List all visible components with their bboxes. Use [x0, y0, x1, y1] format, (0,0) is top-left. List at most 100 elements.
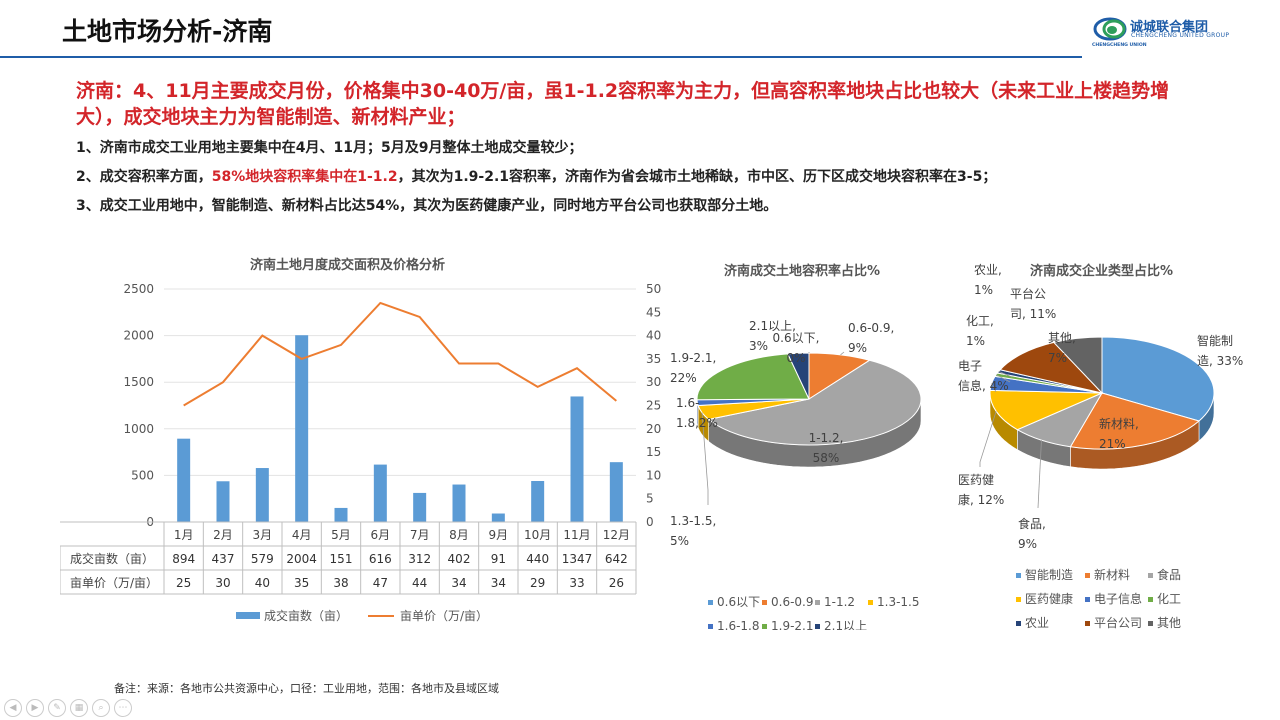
data-label: 2.1以上, 3%	[749, 319, 796, 353]
point-3: 3、成交工业用地中，智能制造、新材料占比达54%，其次为医药健康产业，同时地方平…	[76, 198, 778, 214]
data-label-line: 21%	[1099, 437, 1126, 451]
data-label-line: 化工,	[966, 314, 994, 328]
data-label-line: 司, 11%	[1010, 307, 1056, 321]
zoom-icon[interactable]: ⌕	[92, 699, 110, 717]
data-label: 1.9-2.1, 22%	[670, 351, 716, 385]
bar	[531, 480, 545, 522]
legend-label: 食品	[1157, 567, 1181, 582]
legend-swatch	[1085, 621, 1090, 626]
logo-subtitle: CHENGCHENG UNITED GROUP	[1131, 32, 1230, 39]
price-line	[183, 301, 617, 407]
source-note: 备注：来源：各地市公共资源中心，口径：工业用地，范围：各地市及县域区域	[114, 682, 499, 695]
right-tick-label: 0	[646, 515, 654, 529]
data-label: 1.3-1.5, 5%	[670, 514, 716, 548]
table-cell: 437	[212, 552, 235, 566]
data-label-line: 9%	[848, 341, 867, 355]
point-2-text-b: ，其次为1.9-2.1容积率，济南作为省会城市土地稀缺，市中区、历下区成交地块容…	[397, 169, 997, 185]
point-1: 1、济南市成交工业用地主要集中在4月、11月；5月及9月整体土地成交量较少；	[76, 140, 583, 156]
title-divider	[0, 56, 1082, 58]
right-tick-label: 50	[646, 282, 661, 296]
pie-slice	[989, 389, 1103, 431]
table-cell: 33	[569, 576, 584, 590]
page-title: 土地市场分析-济南	[62, 17, 273, 46]
legend-swatch	[708, 624, 713, 629]
table-cell: 26	[609, 576, 624, 590]
category-label: 4月	[292, 528, 312, 542]
table-cell: 440	[526, 552, 549, 566]
legend-label: 智能制造	[1025, 567, 1073, 582]
row-header: 亩单价（万/亩）	[70, 575, 158, 590]
data-label-line: 1.3-1.5,	[670, 514, 716, 528]
legend-label: 平台公司	[1094, 615, 1142, 630]
right-tick-label: 30	[646, 375, 661, 389]
leader-line	[998, 370, 1013, 378]
table-cell: 402	[448, 552, 471, 566]
data-label: 农业, 1%	[974, 263, 1002, 297]
headline: 济南：4、11月主要成交月份，价格集中30-40万/亩，虽1-1.2容积率为主力…	[76, 80, 1170, 128]
pie-slice	[999, 341, 1104, 394]
legend-label: 1.6-1.8	[717, 619, 760, 630]
legend-swatch	[1016, 597, 1021, 602]
bar	[295, 335, 309, 522]
data-label-line: 1.8,2%	[676, 416, 718, 430]
next-slide-icon[interactable]: ▶	[26, 699, 44, 717]
data-label: 化工, 1%	[966, 314, 994, 348]
table-cell: 40	[255, 576, 270, 590]
prev-slide-icon[interactable]: ◀	[4, 699, 22, 717]
legend-label: 2.1以上	[824, 619, 867, 630]
bar	[177, 438, 191, 522]
table-cell: 151	[330, 552, 353, 566]
data-label-line: 1.6-	[676, 396, 699, 410]
table-cell: 2004	[286, 552, 317, 566]
table-cell: 34	[451, 576, 466, 590]
legend-swatch	[815, 624, 820, 629]
legend-swatch	[708, 600, 713, 605]
table-cell: 47	[373, 576, 388, 590]
table-cell: 616	[369, 552, 392, 566]
category-label: 6月	[371, 528, 391, 542]
bar-chart-title: 济南土地月度成交面积及价格分析	[250, 258, 446, 273]
more-options-icon[interactable]: ⋯	[114, 699, 132, 717]
category-label: 11月	[563, 528, 590, 542]
data-label: 新材料, 21%	[1099, 416, 1139, 451]
legend-swatch	[762, 600, 767, 605]
pen-icon[interactable]: ✎	[48, 699, 66, 717]
category-label: 12月	[603, 528, 630, 542]
leader-line	[840, 351, 845, 356]
leader-line	[1037, 440, 1042, 509]
category-label: 10月	[524, 528, 551, 542]
table-cell: 38	[333, 576, 348, 590]
category-label: 8月	[449, 528, 469, 542]
legend-swatch	[1016, 573, 1021, 578]
data-label-line: 1%	[966, 334, 985, 348]
data-label-line: 0%	[786, 351, 805, 365]
data-label: 智能制造, 33%	[1197, 333, 1243, 368]
pie-slice	[696, 353, 810, 401]
data-label-line: 智能制	[1197, 333, 1233, 348]
legend-swatch	[1016, 621, 1021, 626]
slides-grid-icon[interactable]: ▦	[70, 699, 88, 717]
table-cell: 35	[294, 576, 309, 590]
left-tick-label: 500	[131, 468, 154, 482]
table-cell: 25	[176, 576, 191, 590]
data-label: 0.6以下, 0%	[773, 331, 820, 365]
legend-label: 化工	[1157, 592, 1181, 606]
table-cell: 29	[530, 576, 545, 590]
data-label-line: 电子	[958, 359, 982, 373]
bar	[255, 468, 269, 522]
data-label: 1-1.2, 58%	[809, 431, 844, 465]
legend-swatch	[868, 600, 873, 605]
industry-pie-title: 济南成交企业类型占比%	[1030, 264, 1174, 279]
leader-line	[979, 411, 997, 467]
data-label-line: 1%	[974, 283, 993, 297]
legend-swatch	[815, 600, 820, 605]
logo-text: 诚城联合集团	[1130, 20, 1209, 35]
point-2: 2、成交容积率方面，58%地块容积率集中在1-1.2，其次为1.9-2.1容积率…	[76, 166, 996, 186]
right-tick-label: 25	[646, 399, 661, 413]
legend-label: 医药健康	[1025, 591, 1073, 606]
bar	[491, 513, 505, 522]
leader-line	[995, 374, 1011, 383]
presentation-controls: ◀ ▶ ✎ ▦ ⌕ ⋯	[4, 699, 132, 717]
data-label-line: 9%	[1018, 537, 1037, 551]
legend-swatch	[762, 624, 767, 629]
